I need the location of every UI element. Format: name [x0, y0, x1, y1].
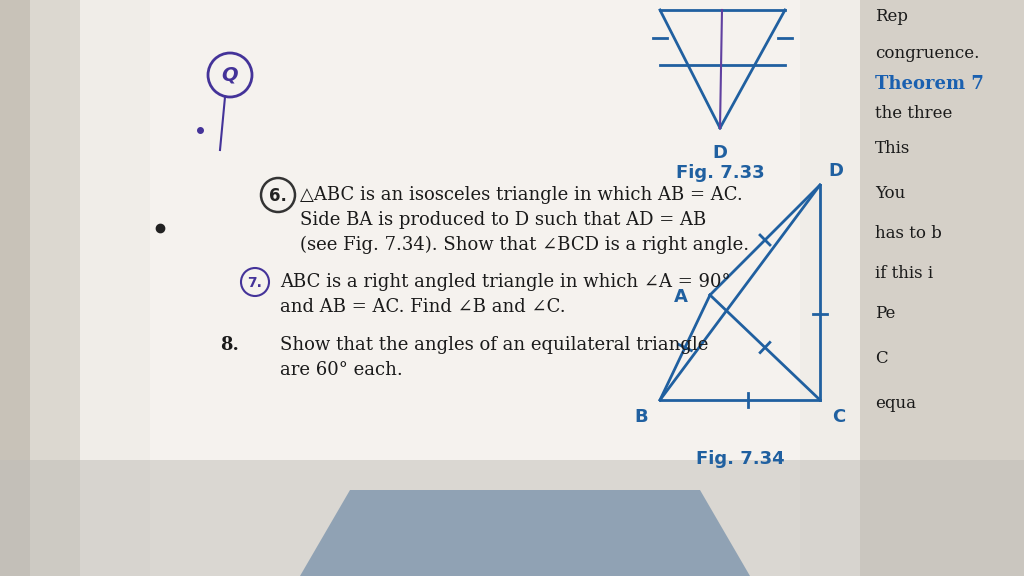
Text: (see Fig. 7.34). Show that ∠BCD is a right angle.: (see Fig. 7.34). Show that ∠BCD is a rig…: [300, 236, 750, 254]
Polygon shape: [300, 490, 750, 576]
Text: has to b: has to b: [874, 225, 942, 242]
Text: A: A: [674, 288, 688, 306]
Text: ABC is a right angled triangle in which ∠A = 90°: ABC is a right angled triangle in which …: [280, 273, 731, 291]
Text: congruence.: congruence.: [874, 45, 979, 62]
Polygon shape: [80, 0, 860, 576]
Text: Fig. 7.34: Fig. 7.34: [695, 450, 784, 468]
Text: equa: equa: [874, 395, 916, 412]
Text: This: This: [874, 140, 910, 157]
Text: You: You: [874, 185, 905, 202]
Text: Q: Q: [221, 66, 239, 85]
Text: D: D: [828, 162, 843, 180]
Polygon shape: [0, 460, 1024, 576]
Text: 8.: 8.: [220, 336, 239, 354]
Text: if this i: if this i: [874, 265, 933, 282]
Polygon shape: [0, 0, 30, 576]
Text: Theorem 7: Theorem 7: [874, 75, 984, 93]
Polygon shape: [30, 0, 80, 576]
Text: Show that the angles of an equilateral triangle: Show that the angles of an equilateral t…: [280, 336, 709, 354]
Text: B: B: [635, 408, 648, 426]
Text: C: C: [831, 408, 845, 426]
Text: 6.: 6.: [269, 187, 287, 205]
Text: Pe: Pe: [874, 305, 895, 322]
Text: the three: the three: [874, 105, 952, 122]
Text: △ABC is an isosceles triangle in which AB = AC.: △ABC is an isosceles triangle in which A…: [300, 186, 742, 204]
Text: are 60° each.: are 60° each.: [280, 361, 402, 379]
Text: C: C: [874, 350, 888, 367]
Text: D: D: [713, 144, 727, 162]
Text: Rep: Rep: [874, 8, 908, 25]
Text: Fig. 7.33: Fig. 7.33: [676, 164, 764, 182]
Polygon shape: [150, 0, 800, 576]
Text: Side BA is produced to D such that AD = AB: Side BA is produced to D such that AD = …: [300, 211, 707, 229]
Text: and AB = AC. Find ∠B and ∠C.: and AB = AC. Find ∠B and ∠C.: [280, 298, 565, 316]
Text: 7.: 7.: [248, 276, 262, 290]
Polygon shape: [860, 0, 1024, 576]
